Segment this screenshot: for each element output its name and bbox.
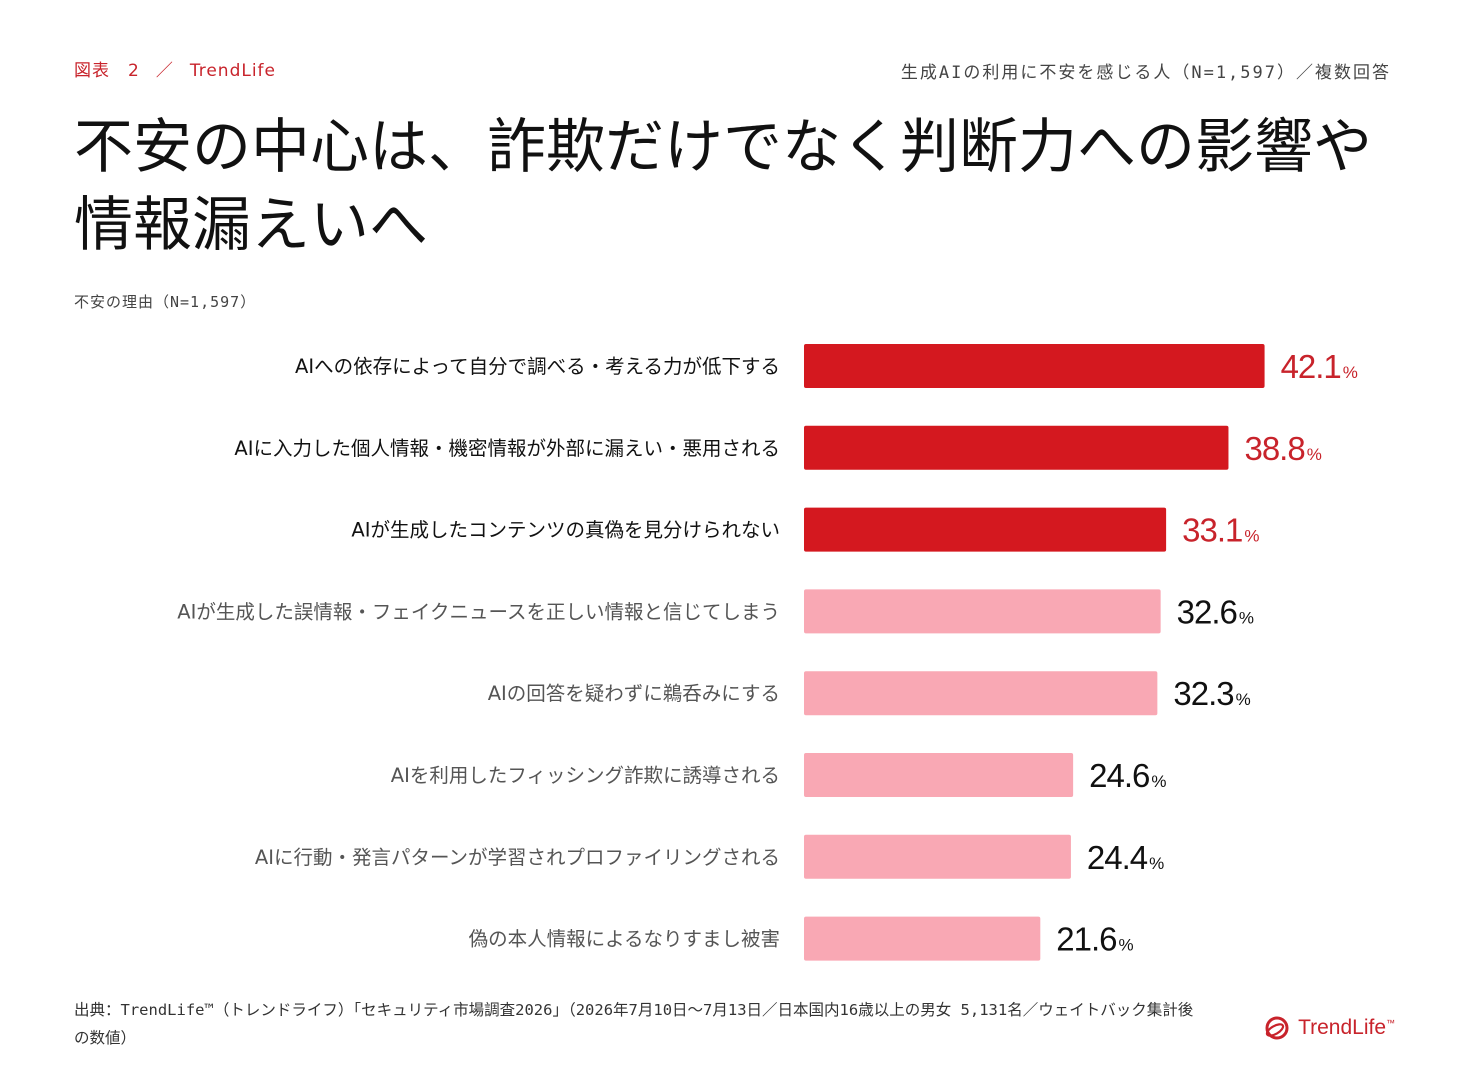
value-label: 38.8% — [1244, 430, 1321, 467]
value-number: 38.8 — [1244, 430, 1304, 467]
value-unit: % — [1307, 445, 1322, 464]
value-number: 33.1 — [1182, 512, 1242, 549]
trendlife-logo-icon — [1265, 1016, 1289, 1040]
bar — [804, 753, 1074, 797]
value-label: 32.3% — [1173, 675, 1250, 712]
category-label: 偽の本人情報によるなりすまし被害 — [469, 928, 780, 951]
bar — [804, 507, 1167, 552]
value-label: 21.6% — [1056, 921, 1133, 958]
value-unit: % — [1343, 363, 1358, 382]
value-unit: % — [1119, 936, 1134, 955]
value-label: 24.4% — [1087, 839, 1164, 876]
chart-title: 不安の理由（N=1,597） — [74, 293, 257, 311]
bar — [804, 425, 1229, 470]
headline: 不安の中心は、詐欺だけでなく判断力への影響や情報漏えいへ — [74, 112, 1373, 259]
bar — [804, 589, 1161, 634]
value-unit: % — [1244, 527, 1259, 546]
bar — [804, 671, 1158, 716]
brand-logo: TrendLife™ — [1264, 1015, 1395, 1041]
figure-number: 図表 2 — [74, 61, 140, 81]
value-number: 42.1 — [1281, 348, 1341, 385]
value-number: 24.6 — [1089, 757, 1149, 794]
bar — [804, 834, 1071, 879]
brand-trademark: ™ — [1386, 1018, 1395, 1028]
category-label: AIに入力した個人情報・機密情報が外部に漏えい・悪用される — [234, 437, 780, 460]
category-label: AIが生成した誤情報・フェイクニュースを正しい情報と信じてしまう — [177, 600, 780, 623]
category-label: AIが生成したコンテンツの真偽を見分けられない — [351, 519, 780, 542]
value-label: 42.1% — [1281, 348, 1358, 385]
category-label: AIへの依存によって自分で調べる・考える力が低下する — [295, 355, 780, 378]
figure-label: 図表 2 ／ TrendLife — [74, 56, 276, 81]
category-label: AIの回答を疑わずに鵜呑みにする — [488, 682, 780, 705]
brand-name: TrendLife™ — [1298, 1016, 1395, 1039]
figure-separator: ／ — [155, 61, 174, 81]
category-label: AIを利用したフィッシング詐欺に誘導される — [391, 764, 780, 787]
value-label: 32.6% — [1177, 593, 1254, 630]
value-number: 32.6 — [1177, 593, 1237, 630]
source-note: 出典：TrendLife™（トレンドライフ）「セキュリティ市場調査2026」（2… — [74, 1001, 1194, 1047]
category-label: AIに行動・発言パターンが学習されプロファイリングされる — [255, 846, 780, 869]
bar — [804, 916, 1041, 961]
figure-brand: TrendLife — [189, 61, 276, 81]
value-label: 24.6% — [1089, 757, 1166, 794]
value-label: 33.1% — [1182, 512, 1259, 549]
value-number: 21.6 — [1056, 921, 1116, 958]
value-unit: % — [1236, 690, 1251, 709]
value-unit: % — [1239, 608, 1254, 627]
value-number: 24.4 — [1087, 839, 1148, 876]
value-number: 32.3 — [1173, 675, 1233, 712]
value-unit: % — [1149, 854, 1164, 873]
bar — [804, 344, 1265, 388]
survey-note: 生成AIの利用に不安を感じる人（N=1,597）／複数回答 — [900, 63, 1391, 83]
bar-chart: AIへの依存によって自分で調べる・考える力が低下する 42.1 % AIに入力した個人… — [177, 344, 1358, 961]
value-unit: % — [1151, 772, 1166, 791]
